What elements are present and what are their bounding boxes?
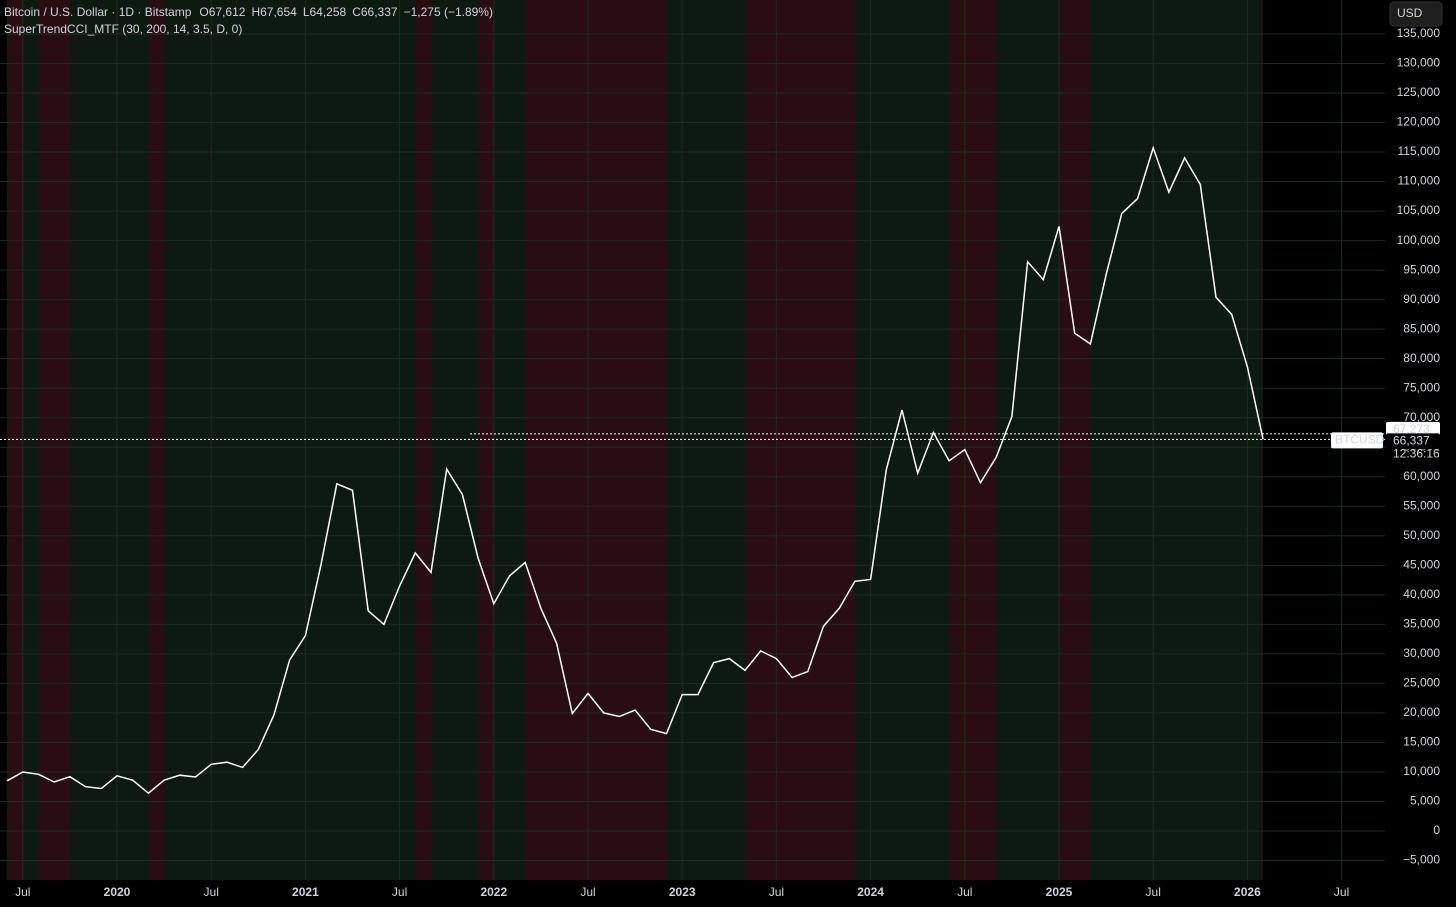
ohlc-value: 64,258 xyxy=(310,5,347,19)
y-tick-label: 50,000 xyxy=(1403,528,1440,542)
y-tick-label: 135,000 xyxy=(1397,26,1441,40)
x-tick-label: 2025 xyxy=(1046,885,1073,899)
y-tick-label: 45,000 xyxy=(1403,557,1440,571)
countdown: 12:36:16 xyxy=(1393,447,1440,461)
y-tick-label: 40,000 xyxy=(1403,587,1440,601)
y-tick-label: 110,000 xyxy=(1398,174,1441,188)
y-tick-label: 10,000 xyxy=(1403,764,1440,778)
ohlc-value: 66,337 xyxy=(361,5,398,19)
y-tick-label: 85,000 xyxy=(1403,321,1440,335)
y-tick-label: 35,000 xyxy=(1403,617,1440,631)
x-tick-label: Jul xyxy=(957,885,972,899)
y-tick-label: 130,000 xyxy=(1397,56,1441,70)
y-tick-label: 120,000 xyxy=(1397,115,1441,129)
y-tick-label: 100,000 xyxy=(1397,233,1441,247)
regime-band xyxy=(525,0,667,880)
price-line xyxy=(6,145,1264,795)
ohlc-key: H xyxy=(251,5,260,19)
regime-band xyxy=(745,0,855,880)
x-tick-label: 2022 xyxy=(480,885,507,899)
y-tick-label: 60,000 xyxy=(1403,469,1440,483)
y-tick-label: 105,000 xyxy=(1397,203,1441,217)
ohlc-value: 67,654 xyxy=(260,5,297,19)
regime-band xyxy=(949,0,997,880)
y-tick-label: −5,000 xyxy=(1403,853,1440,867)
x-tick-label: Jul xyxy=(1334,885,1349,899)
x-tick-label: Jul xyxy=(769,885,784,899)
x-tick-label: Jul xyxy=(1146,885,1161,899)
currency[interactable]: USD xyxy=(1397,6,1423,20)
y-tick-label: 70,000 xyxy=(1403,410,1440,424)
x-tick-label: 2021 xyxy=(292,885,319,899)
y-tick-label: 25,000 xyxy=(1403,676,1440,690)
time-axis xyxy=(0,880,1385,907)
symbol: Bitcoin / U.S. Dollar · 1D · Bitstamp xyxy=(4,5,192,19)
regime-band xyxy=(148,0,165,880)
price-axis xyxy=(1385,0,1456,907)
regime-band xyxy=(38,0,70,880)
ticker-label: BTCUSD xyxy=(1335,433,1385,447)
y-tick-label: 0 xyxy=(1433,823,1440,837)
ticker-tag xyxy=(1331,432,1383,449)
x-tick-label: Jul xyxy=(204,885,219,899)
regime-band xyxy=(7,0,23,880)
plot xyxy=(0,0,1385,880)
y-tick-label: 125,000 xyxy=(1397,85,1441,99)
y-tick-label: 30,000 xyxy=(1403,646,1440,660)
x-tick-label: Jul xyxy=(15,885,30,899)
y-tick-label: 15,000 xyxy=(1403,735,1440,749)
y-tick-label: 5,000 xyxy=(1410,794,1440,808)
price-tag xyxy=(1386,433,1440,450)
axes: −5,000 0 5,000 10,000 15,000 20,000 25,000 30,0… xyxy=(15,26,1440,899)
change: −1,275 (−1.89%) xyxy=(404,5,493,19)
ohlc-value: 67,612 xyxy=(209,5,246,19)
y-tick-label: 115,000 xyxy=(1398,144,1441,158)
x-tick-label: 2020 xyxy=(104,885,131,899)
y-tick-label: 80,000 xyxy=(1403,351,1440,365)
ohlc-key: L xyxy=(303,5,310,19)
x-tick-label: Jul xyxy=(392,885,407,899)
price-tag-label: 67,273 xyxy=(1393,422,1430,436)
y-tick-label: 20,000 xyxy=(1403,705,1440,719)
x-tick-label: Jul xyxy=(580,885,595,899)
regime-band xyxy=(1059,0,1091,880)
x-tick-label: 2026 xyxy=(1234,885,1261,899)
ohlc-key: O xyxy=(199,5,208,19)
y-tick-label: 75,000 xyxy=(1403,380,1440,394)
regime-band xyxy=(415,0,431,880)
y-tick-label: 90,000 xyxy=(1403,292,1440,306)
indicator: SuperTrendCCI_MTF (30, 200, 14, 3.5, D, … xyxy=(4,22,242,36)
x-tick-label: 2023 xyxy=(669,885,696,899)
currency-button[interactable] xyxy=(1389,1,1443,27)
regime-band xyxy=(478,0,494,880)
y-tick-label: 95,000 xyxy=(1403,262,1440,276)
ohlc-key: C xyxy=(352,5,361,19)
price-tag-label: 66,337 xyxy=(1393,434,1430,448)
x-tick-label: 2024 xyxy=(857,885,884,899)
y-tick-label: 55,000 xyxy=(1403,498,1440,512)
